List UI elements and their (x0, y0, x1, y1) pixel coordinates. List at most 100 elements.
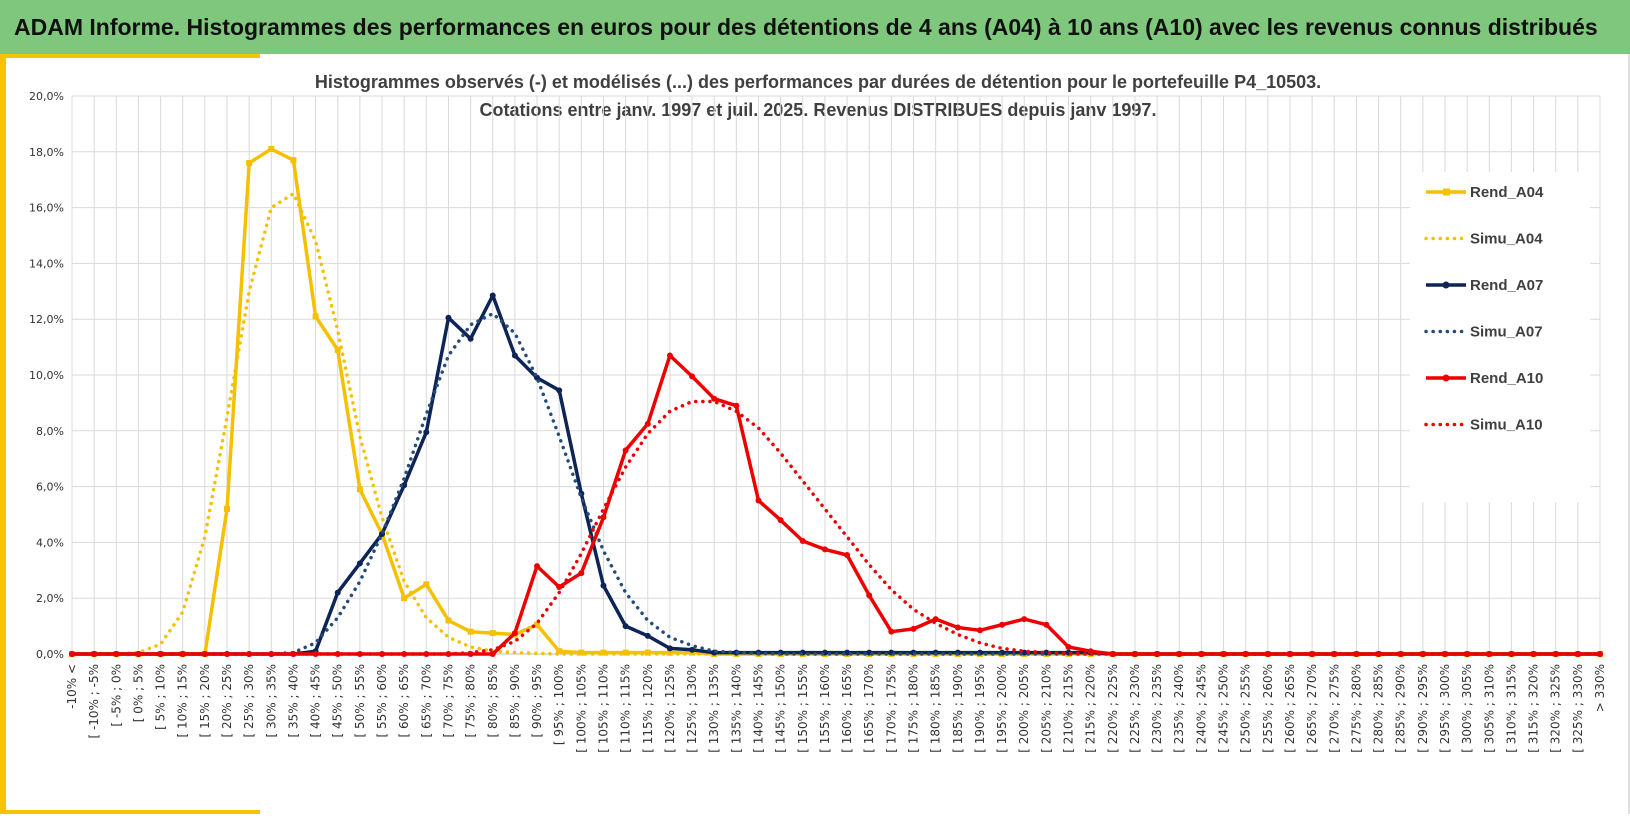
legend-marker-rend-a10 (1442, 374, 1450, 382)
x-tick-label: [ 155% ; 160% (818, 664, 832, 753)
y-axis-ticks: 0,0% 2,0% 4,0% 6,0% 8,0% 10,0% 12,0% 14,0% 16,0%… (29, 90, 64, 661)
x-tick-label: [ 245% ; 250% (1217, 664, 1231, 753)
x-tick-label: [ 270% ; 275% (1327, 664, 1341, 753)
data-point-rend-a10 (666, 352, 673, 359)
data-point-rend-a10 (157, 651, 164, 657)
x-tick-label: [ 90% ; 95% (530, 664, 544, 738)
data-point-rend-a10 (644, 420, 651, 427)
y-tick-label: 20,0% (29, 90, 64, 103)
x-tick-label: [ -5% ; 0% (109, 664, 123, 727)
x-tick-label: [ 205% ; 210% (1039, 664, 1053, 753)
data-point-rend-a10 (1597, 651, 1603, 657)
data-point-rend-a07 (467, 335, 474, 342)
data-point-rend-a04 (534, 621, 541, 628)
data-point-rend-a10 (135, 651, 142, 657)
y-tick-label: 4,0% (36, 536, 64, 549)
y-tick-label: 14,0% (29, 257, 64, 270)
y-tick-label: 12,0% (29, 313, 64, 326)
x-tick-label: [ 220% ; 225% (1106, 664, 1120, 753)
series-line-rend-a10 (72, 353, 1600, 656)
data-point-rend-a07 (844, 649, 851, 656)
legend-label-rend-a04: Rend_A04 (1470, 184, 1544, 201)
x-tick-label: [ 20% ; 25% (220, 664, 234, 738)
data-point-rend-a04 (445, 617, 452, 624)
data-point-rend-a10 (689, 373, 696, 380)
data-point-rend-a10 (755, 497, 762, 504)
y-tick-label: 6,0% (36, 481, 64, 494)
data-point-rend-a10 (844, 551, 851, 558)
series-line-simu-a07 (70, 311, 1602, 656)
y-tick-label: 10,0% (29, 369, 64, 382)
data-point-rend-a10 (1021, 616, 1028, 623)
data-point-rend-a04 (489, 630, 496, 637)
x-tick-label: [ 95% ; 100% (552, 664, 566, 745)
x-axis-ticks: -10% < [ -10% ; -5% [ -5% ; 0% [ 0% ; 5% [ 5… (65, 664, 1607, 753)
x-tick-label: [ 315% ; 320% (1527, 664, 1541, 753)
legend-label-simu-a10: Simu_A10 (1470, 417, 1543, 434)
legend-marker-rend-a04 (1443, 188, 1450, 196)
data-point-rend-a07 (644, 632, 651, 639)
x-tick-label: [ 305% ; 310% (1482, 664, 1496, 753)
x-tick-label: [ 150% ; 155% (796, 664, 810, 753)
chart-title-line2: Cotations entre janv. 1997 et juil. 2025… (480, 100, 1157, 120)
legend-label-simu-a04: Simu_A04 (1470, 231, 1543, 248)
series-line-simu-a10 (70, 399, 1602, 656)
x-tick-label: [ 110% ; 115% (619, 664, 633, 753)
y-tick-label: 8,0% (36, 425, 64, 438)
data-point-rend-a10 (1198, 651, 1205, 657)
data-point-rend-a07 (423, 429, 430, 436)
x-tick-label: [ -10% ; -5% (87, 664, 101, 739)
x-tick-label: [ 240% ; 245% (1194, 664, 1208, 753)
x-tick-label: [ 275% ; 280% (1349, 664, 1363, 753)
data-point-rend-a10 (622, 447, 629, 454)
x-tick-label: [ 300% ; 305% (1460, 664, 1474, 753)
data-point-rend-a10 (866, 592, 873, 599)
data-point-rend-a07 (401, 482, 408, 489)
x-tick-label: [ 265% ; 270% (1305, 664, 1319, 753)
x-tick-label: [ 235% ; 240% (1172, 664, 1186, 753)
x-tick-label: > 330% (1593, 664, 1607, 712)
legend-label-rend-a10: Rend_A10 (1470, 370, 1543, 387)
data-point-rend-a07 (689, 646, 696, 653)
data-point-rend-a10 (799, 538, 806, 545)
data-point-rend-a10 (1419, 651, 1426, 657)
data-point-rend-a04 (423, 581, 430, 588)
x-tick-label: [ 170% ; 175% (884, 664, 898, 753)
data-point-rend-a04 (622, 649, 629, 656)
x-tick-label: [ 120% ; 125% (663, 664, 677, 753)
data-point-rend-a10 (976, 627, 983, 634)
x-tick-label: [ 15% ; 20% (198, 664, 212, 738)
x-tick-label: -10% < (65, 664, 79, 709)
data-point-rend-a10 (733, 402, 740, 409)
x-tick-label: [ 230% ; 235% (1150, 664, 1164, 753)
legend: Rend_A04 Simu_A04 Rend_A07 Simu_A07 Rend_A10… (1410, 172, 1590, 502)
y-tick-label: 0,0% (36, 648, 64, 661)
x-tick-label: [ 10% ; 15% (176, 664, 190, 738)
x-tick-label: [ 25% ; 30% (242, 664, 256, 738)
x-tick-label: [ 225% ; 230% (1128, 664, 1142, 753)
data-point-rend-a10 (999, 621, 1006, 628)
x-tick-label: [ 130% ; 135% (707, 664, 721, 753)
data-point-rend-a04 (356, 486, 363, 493)
x-tick-label: [ 45% ; 50% (331, 664, 345, 738)
data-point-rend-a10 (1220, 651, 1227, 657)
x-tick-label: [ 75% ; 80% (464, 664, 478, 738)
x-tick-label: [ 260% ; 265% (1283, 664, 1297, 753)
x-tick-label: [ 115% ; 120% (641, 664, 655, 753)
series-line-simu-a04 (70, 191, 1602, 656)
data-point-rend-a10 (1397, 651, 1404, 657)
x-tick-label: [ 140% ; 145% (751, 664, 765, 753)
x-tick-label: [ 295% ; 300% (1438, 664, 1452, 753)
x-tick-label: [ 50% ; 55% (353, 664, 367, 738)
x-tick-label: [ 255% ; 260% (1261, 664, 1275, 753)
header-banner: ADAM Informe. Histogrammes des performan… (0, 0, 1630, 54)
x-tick-label: [ 320% ; 325% (1549, 664, 1563, 753)
data-point-rend-a10 (1375, 651, 1382, 657)
x-tick-label: [ 40% ; 45% (309, 664, 323, 738)
x-tick-label: [ 35% ; 40% (286, 664, 300, 738)
x-tick-label: [ 125% ; 130% (685, 664, 699, 753)
data-point-rend-a04 (556, 648, 563, 655)
data-point-rend-a10 (356, 651, 363, 657)
x-tick-label: [ 70% ; 75% (441, 664, 455, 738)
x-tick-label: [ 190% ; 195% (973, 664, 987, 753)
